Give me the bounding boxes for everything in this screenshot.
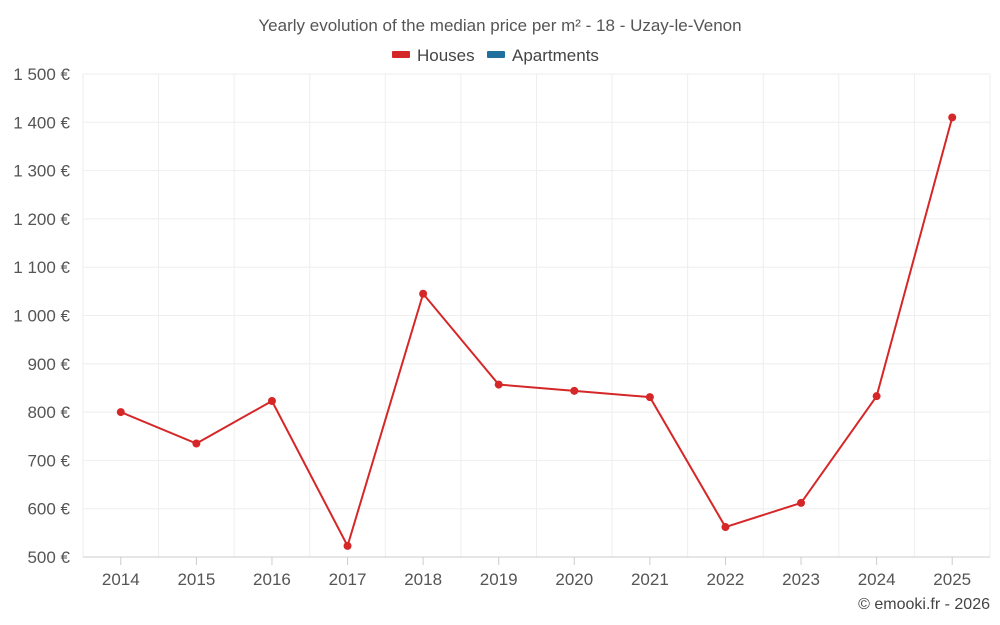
data-point[interactable] <box>343 541 352 550</box>
y-tick-label: 1 200 € <box>13 210 70 229</box>
x-tick-label: 2022 <box>707 570 745 589</box>
x-tick-label: 2021 <box>631 570 669 589</box>
y-tick-label: 900 € <box>27 355 70 374</box>
data-point[interactable] <box>116 408 125 417</box>
x-tick-label: 2025 <box>933 570 971 589</box>
y-tick-label: 1 400 € <box>13 113 70 132</box>
y-tick-label: 1 300 € <box>13 162 70 181</box>
y-tick-label: 800 € <box>27 403 70 422</box>
x-tick-label: 2018 <box>404 570 442 589</box>
y-tick-label: 1 000 € <box>13 307 70 326</box>
data-point[interactable] <box>419 289 428 298</box>
legend-swatch-houses[interactable] <box>392 51 410 58</box>
legend-label-houses[interactable]: Houses <box>417 46 475 65</box>
x-tick-label: 2015 <box>177 570 215 589</box>
data-point[interactable] <box>192 439 201 448</box>
legend-label-apartments[interactable]: Apartments <box>512 46 599 65</box>
data-point[interactable] <box>797 498 806 507</box>
chart-title: Yearly evolution of the median price per… <box>258 16 741 35</box>
y-axis-ticks: 500 € 600 € 700 € 800 € 900 € 1 000 € 1 100 € 1… <box>13 65 70 567</box>
data-point[interactable] <box>494 380 503 389</box>
x-tick-label: 2014 <box>102 570 140 589</box>
series-group <box>116 113 957 550</box>
x-tick-label: 2020 <box>555 570 593 589</box>
x-tick-label: 2019 <box>480 570 518 589</box>
y-tick-label: 500 € <box>27 548 70 567</box>
data-point[interactable] <box>872 392 881 401</box>
x-tick-label: 2016 <box>253 570 291 589</box>
data-point[interactable] <box>267 396 276 405</box>
y-tick-label: 700 € <box>27 451 70 470</box>
credit-text: © emooki.fr - 2026 <box>858 596 990 613</box>
x-axis-ticks: 2014 2015 2016 2017 2018 2019 2020 2021 2022 2023… <box>102 557 971 589</box>
x-tick-label: 2024 <box>858 570 896 589</box>
vertical-gridlines <box>82 74 991 557</box>
y-tick-label: 1 500 € <box>13 65 70 84</box>
data-point[interactable] <box>721 523 730 532</box>
legend: Houses Apartments <box>392 46 599 65</box>
x-tick-label: 2017 <box>329 570 367 589</box>
legend-swatch-apartments[interactable] <box>487 51 505 58</box>
y-tick-label: 1 100 € <box>13 258 70 277</box>
y-tick-label: 600 € <box>27 500 70 519</box>
data-point[interactable] <box>645 393 654 402</box>
series-line-houses <box>120 117 954 549</box>
data-point[interactable] <box>948 113 957 122</box>
x-tick-label: 2023 <box>782 570 820 589</box>
data-point[interactable] <box>570 386 579 395</box>
